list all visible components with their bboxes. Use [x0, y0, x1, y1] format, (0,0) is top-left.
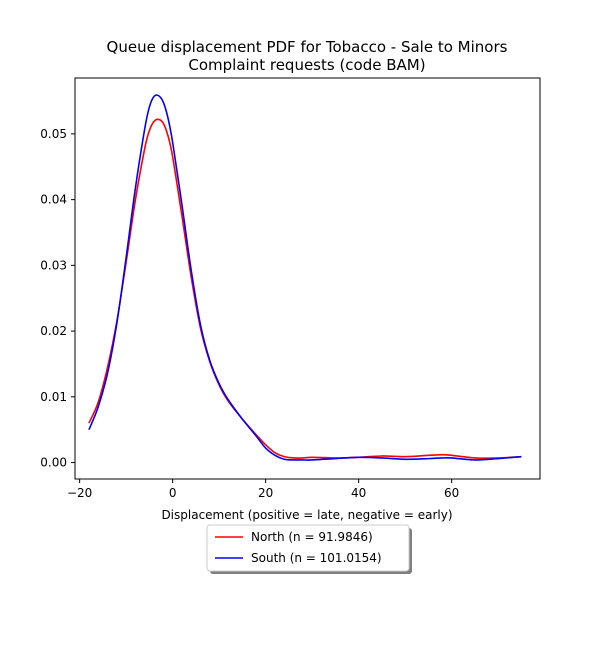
chart-title-line-2: Complaint requests (code BAM) [188, 56, 425, 74]
legend: North (n = 91.9846) South (n = 101.0154) [206, 524, 412, 574]
x-tick-label: −20 [67, 486, 92, 500]
y-tick-label: 0.05 [40, 127, 67, 141]
y-tick-label: 0.03 [40, 258, 67, 272]
legend-label: North (n = 91.9846) [251, 530, 373, 544]
y-tick-label: 0.04 [40, 193, 67, 207]
x-tick-label: 0 [169, 486, 177, 500]
series-layer [88, 94, 522, 461]
legend-box [206, 524, 410, 572]
series-line-2 [88, 94, 522, 461]
y-tick-label: 0.02 [40, 324, 67, 338]
plot-area [75, 78, 540, 479]
legend-label: South (n = 101.0154) [251, 551, 382, 565]
x-tick-label: 20 [258, 486, 273, 500]
chart-title-line-1: Queue displacement PDF for Tobacco - Sal… [107, 38, 508, 56]
x-axis: −20 0 20 40 60 [67, 479, 459, 500]
x-axis-label: Displacement (positive = late, negative … [161, 508, 452, 522]
plot-frame [74, 77, 541, 480]
x-tick-label: 40 [351, 486, 366, 500]
x-tick-label: 60 [444, 486, 459, 500]
y-tick-label: 0.00 [40, 456, 67, 470]
y-tick-label: 0.01 [40, 390, 67, 404]
y-axis: 0.00 0.01 0.02 0.03 0.04 0.05 [40, 127, 75, 470]
